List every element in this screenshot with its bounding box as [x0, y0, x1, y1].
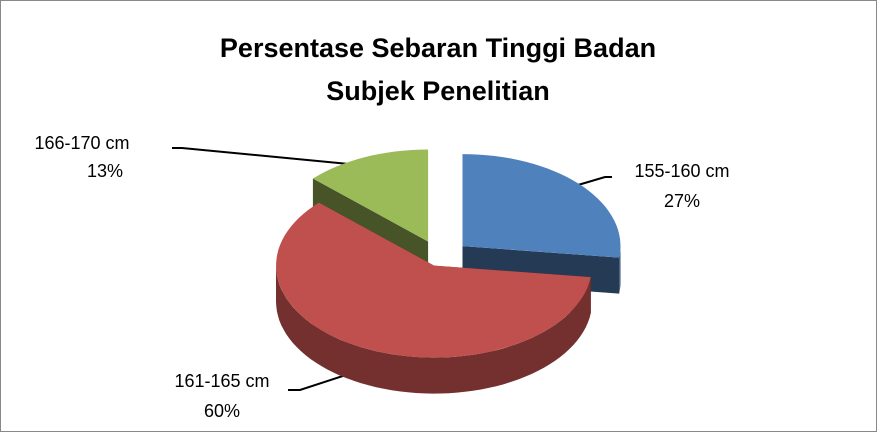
data-label-category: 166-170 cm [34, 133, 129, 153]
data-label-category: 161-165 cm [174, 371, 269, 391]
slice-wall [619, 246, 621, 294]
data-label: 60% [204, 401, 240, 421]
slice [462, 154, 621, 258]
slice-wall [276, 265, 591, 394]
data-label-category: 155-160 cm [634, 161, 729, 181]
leader-line [288, 371, 356, 391]
chart-title: Subjek Penelitian [326, 76, 550, 106]
data-label: 13% [87, 161, 123, 181]
slice [276, 202, 591, 358]
slice [312, 149, 429, 242]
leader-line [172, 147, 381, 168]
pie [276, 149, 621, 394]
chart-title: Persentase Sebaran Tinggi Badan [220, 33, 656, 63]
leader-line [577, 176, 612, 186]
data-label: 27% [664, 191, 700, 211]
